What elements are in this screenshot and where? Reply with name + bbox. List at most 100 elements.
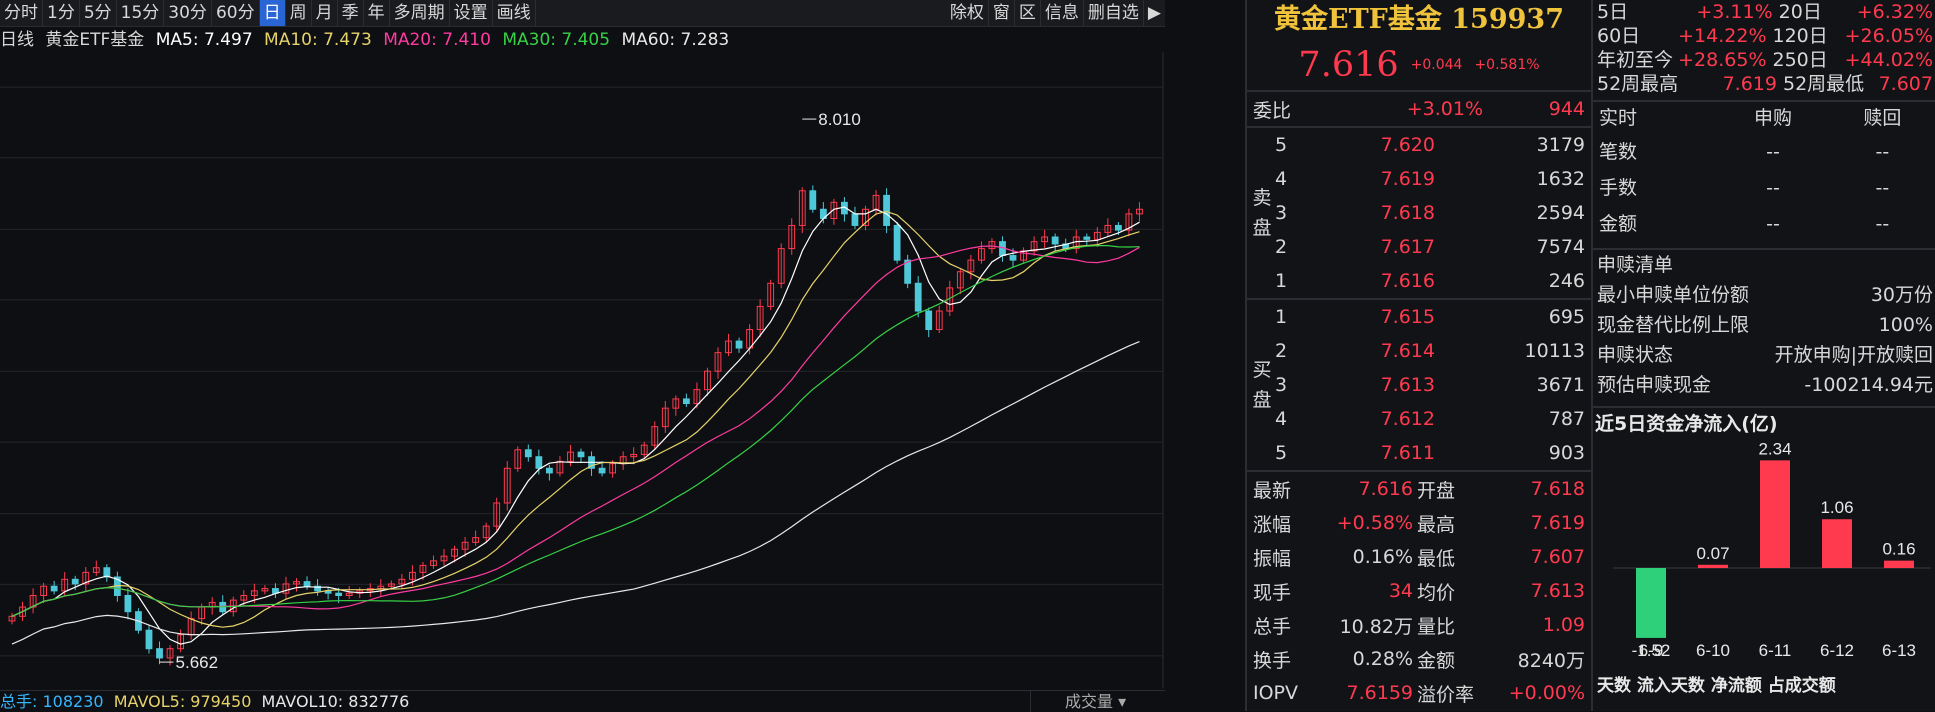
candle-body xyxy=(1114,224,1122,231)
period-value: 7.619 xyxy=(1722,73,1777,95)
period-tab-11[interactable]: 多周期 xyxy=(390,0,450,26)
period-tab-7[interactable]: 周 xyxy=(286,0,312,26)
volume-indicator-dropdown[interactable]: 成交量 ▾ xyxy=(1030,691,1165,712)
fund-flow-value-label: 0.07 xyxy=(1696,544,1729,563)
toolbar-button-4[interactable]: 删自选 xyxy=(1084,0,1144,26)
candle-body xyxy=(409,571,416,580)
realtime-value: -- xyxy=(1875,213,1890,235)
stat-value: 7.6159 xyxy=(1346,682,1413,704)
quote-stat-row: 最新 7.616 开盘 7.618 xyxy=(1247,472,1591,506)
candle-body xyxy=(598,467,606,474)
buy-row: 5 7.611 903 xyxy=(1247,436,1591,470)
candle-body xyxy=(798,190,806,226)
candle-body xyxy=(345,592,353,596)
kline-chart[interactable]: 8.0105.6628.1487.8437.5337.2286.9196.613… xyxy=(0,52,1211,688)
candle-body xyxy=(1104,224,1112,233)
period-value: +14.22% xyxy=(1678,25,1767,47)
period-tab-2[interactable]: 5分 xyxy=(80,0,117,26)
realtime-header-cell: 申购 xyxy=(1753,107,1792,129)
period-tab-13[interactable]: 画线 xyxy=(493,0,536,26)
period-tab-3[interactable]: 15分 xyxy=(117,0,165,26)
realtime-row: 金额 -- -- xyxy=(1593,206,1935,242)
kline-svg[interactable]: 8.0105.6628.1487.8437.5337.2286.9196.613… xyxy=(0,52,1211,688)
sell-row: 4 7.619 1632 xyxy=(1247,162,1591,196)
period-row: 5日 +3.11% 20日 +6.32% xyxy=(1597,0,1933,24)
creation-row: 申赎状态 开放申购|开放赎回 xyxy=(1593,340,1935,370)
candle-body xyxy=(935,310,943,331)
period-tab-10[interactable]: 年 xyxy=(364,0,390,26)
stat-value: 0.16% xyxy=(1352,546,1413,568)
ma30-label: MA30: 7.405 xyxy=(502,30,611,50)
creation-row: 最小申赎单位份额 30万份 xyxy=(1593,280,1935,310)
quote-stat-row: 现手 34 均价 7.613 xyxy=(1247,574,1591,608)
period-tab-0[interactable]: 分时 xyxy=(0,0,43,26)
low-annotation-label: 5.662 xyxy=(176,653,219,672)
level: 2 xyxy=(1275,340,1288,362)
period-tab-8[interactable]: 月 xyxy=(312,0,338,26)
period-tab-9[interactable]: 季 xyxy=(338,0,364,26)
realtime-label: 手数 xyxy=(1599,177,1638,199)
period-tab-5[interactable]: 60分 xyxy=(212,0,260,26)
candle-body xyxy=(1125,213,1133,231)
level: 5 xyxy=(1275,442,1288,464)
volume-legend: 总手: 108230 MAVOL5: 979450 MAVOL10: 83277… xyxy=(0,690,1165,712)
candle-body xyxy=(661,407,669,428)
candle-body xyxy=(261,588,269,592)
sell-order-book: 卖盘 5 7.620 3179 4 7.619 1632 3 7.618 2594 2 7.617 75… xyxy=(1247,126,1591,298)
period-tab-12[interactable]: 设置 xyxy=(450,0,493,26)
ma5-label: MA5: 7.497 xyxy=(155,30,253,50)
quote-stat-row: 振幅 0.16% 最低 7.607 xyxy=(1247,540,1591,574)
fund-flow-footer: 天数 流入天数 净流额 占成交额 xyxy=(1597,676,1836,696)
fund-flow-value-label: 2.34 xyxy=(1758,440,1791,458)
fund-flow-value-label: -1.52 xyxy=(1632,641,1671,660)
period-label: 52周最低 xyxy=(1783,73,1865,95)
candle-body xyxy=(40,585,48,596)
candle-body xyxy=(693,389,701,405)
candle-body xyxy=(314,585,321,592)
toolbar-button-0[interactable]: 除权 xyxy=(946,0,989,26)
creation-row: 预估申赎现金 -100214.94元 xyxy=(1593,370,1935,400)
toolbar-button-1[interactable]: 窗 xyxy=(989,0,1015,26)
toolbar-button-3[interactable]: 信息 xyxy=(1041,0,1084,26)
stat-label: 最高 xyxy=(1417,513,1456,536)
period-tab-1[interactable]: 1分 xyxy=(43,0,80,26)
candle-body xyxy=(1093,231,1101,240)
candle-body xyxy=(19,606,26,617)
volume-total: 总手: 108230 xyxy=(0,692,104,711)
ma20-line xyxy=(11,245,1140,617)
high-annotation-label: 8.010 xyxy=(818,110,861,129)
realtime-value: -- xyxy=(1766,213,1780,235)
stat-value: 10.82万 xyxy=(1339,615,1413,638)
stat-value: 34 xyxy=(1388,580,1413,602)
candle-body xyxy=(767,282,775,307)
candle-body xyxy=(493,502,501,527)
realtime-row: 笔数 -- -- xyxy=(1593,134,1935,170)
buy-row: 3 7.613 3671 xyxy=(1247,368,1591,402)
period-tab-6[interactable]: 日 xyxy=(259,0,286,26)
buy-side-label: 买盘 xyxy=(1251,300,1273,470)
ma-legend: 日线 黄金ETF基金 MA5: 7.497 MA10: 7.473 MA20: … xyxy=(0,28,735,52)
candle-body xyxy=(630,453,638,458)
fund-flow-bar xyxy=(1760,460,1790,568)
price: 7.617 xyxy=(1380,236,1435,258)
stat-value: 7.619 xyxy=(1530,512,1585,534)
collapse-right-icon[interactable]: ▶ xyxy=(1147,3,1161,23)
candle-body xyxy=(156,648,163,659)
period-label: 5日 xyxy=(1597,1,1629,23)
buy-row: 4 7.612 787 xyxy=(1247,402,1591,436)
candle-body xyxy=(303,581,311,587)
candle-body xyxy=(440,555,448,562)
candle-body xyxy=(682,398,690,405)
candle-body xyxy=(830,201,838,220)
period-returns: 5日 +3.11% 20日 +6.32% 60日 +14.22% 120日 +26.05% 年初… xyxy=(1593,0,1935,96)
ma20-label: MA20: 7.410 xyxy=(383,30,491,50)
candle-body xyxy=(472,537,480,543)
candle-body xyxy=(640,444,648,455)
stat-label: 量比 xyxy=(1417,615,1456,638)
stat-label: 振幅 xyxy=(1253,547,1292,570)
quote-stat-row: IOPV 7.6159 溢价率 +0.00% xyxy=(1247,676,1591,710)
sell-side-char: 盘 xyxy=(1252,217,1272,239)
period-tab-4[interactable]: 30分 xyxy=(164,0,212,26)
period-label: 250日 xyxy=(1772,49,1828,71)
toolbar-button-2[interactable]: 区 xyxy=(1015,0,1041,26)
